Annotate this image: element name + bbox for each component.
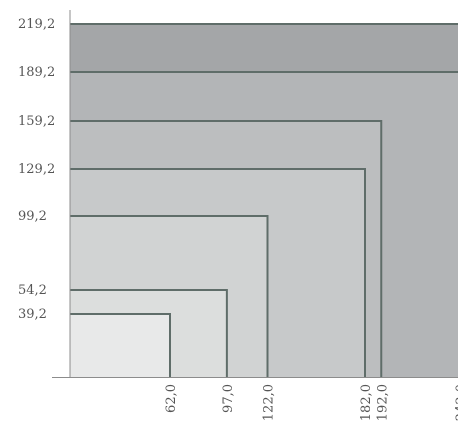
boundary-line-5 <box>70 289 228 377</box>
boundary-line-3 <box>70 168 366 377</box>
x-tick-labels: 62,0 97,0 122,0 182,0 192,0 242,0 <box>164 384 458 421</box>
y-tick-label-0: 219,2 <box>18 17 55 32</box>
lines-layer <box>70 23 458 377</box>
x-tick-label-2: 122,0 <box>262 384 277 421</box>
boundary-line-6 <box>70 313 171 377</box>
y-tick-labels: 219,2 189,2 159,2 129,2 99,2 54,2 39,2 <box>18 17 55 322</box>
area-rect-6 <box>70 314 170 377</box>
boundary-line-2 <box>70 120 383 377</box>
y-tick-label-4: 99,2 <box>18 209 47 224</box>
boundary-line-4 <box>70 215 269 377</box>
y-tick-label-3: 129,2 <box>18 162 55 177</box>
y-tick-label-6: 39,2 <box>18 307 47 322</box>
y-tick-label-1: 189,2 <box>18 65 55 80</box>
x-tick-label-3: 182,0 <box>359 384 374 421</box>
x-tick-label-1: 97,0 <box>221 384 236 413</box>
y-tick-label-2: 159,2 <box>18 114 55 129</box>
x-tick-label-0: 62,0 <box>164 384 179 413</box>
x-tick-label-5: 242,0 <box>454 384 458 421</box>
rects-layer <box>70 24 458 377</box>
y-tick-label-5: 54,2 <box>18 283 47 298</box>
x-tick-label-4: 192,0 <box>375 384 390 421</box>
